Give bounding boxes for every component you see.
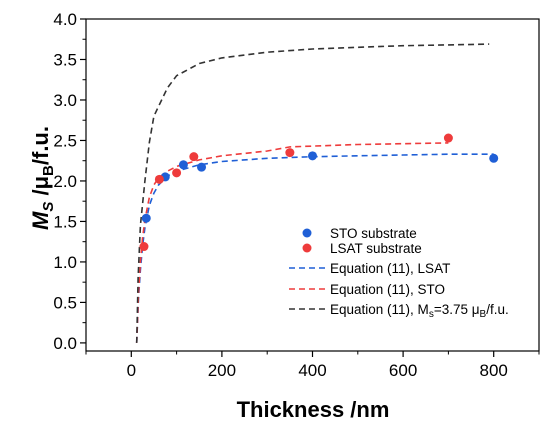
x-tick-label: 200 <box>208 361 236 380</box>
x-axis-title: Thickness /nm <box>237 397 390 422</box>
y-tick-label: 4.0 <box>53 10 77 29</box>
series-lines <box>135 43 494 343</box>
y-axis-title-sub1: S <box>40 202 57 212</box>
ticks: 0 200 400 600 800 0.0 0.5 1.0 1.5 2.0 2.5 3.0 3.5 4.0 <box>53 10 540 380</box>
x-tick-label: 0 <box>127 361 136 380</box>
series-point-0 <box>197 162 207 172</box>
series-point-0 <box>489 153 499 163</box>
legend-marker-sto <box>302 228 312 238</box>
series-line-4 <box>135 43 490 343</box>
x-tick-label: 600 <box>389 361 417 380</box>
x-tick-label: 400 <box>298 361 326 380</box>
legend: STO substrate LSAT substrate Equation (1… <box>289 226 509 320</box>
series-point-0 <box>178 160 188 170</box>
legend-label-lsat: LSAT substrate <box>330 241 422 256</box>
y-axis-title-main: M <box>28 211 53 230</box>
y-tick-label: 2.5 <box>53 131 77 150</box>
y-tick-label: 1.0 <box>53 253 77 272</box>
y-tick-label: 1.5 <box>53 212 77 231</box>
legend-label-eq-ms: Equation (11), Ms=3.75 μB/f.u. <box>330 302 509 320</box>
legend-label-sto: STO substrate <box>330 226 417 241</box>
series-point-0 <box>308 151 317 161</box>
series-point-1 <box>443 133 453 143</box>
series-point-1 <box>189 152 199 162</box>
legend-label-eq-lsat: Equation (11), LSAT <box>330 261 450 276</box>
y-tick-label: 3.5 <box>53 50 77 69</box>
y-axis-title-sub2: B <box>40 165 57 176</box>
series-point-0 <box>141 213 151 223</box>
y-tick-label: 2.0 <box>53 172 77 191</box>
series-point-1 <box>285 148 295 158</box>
y-axis-title-tail: /f.u. <box>28 126 53 165</box>
y-tick-label: 0.0 <box>53 334 77 353</box>
series-line-3 <box>135 142 449 343</box>
y-axis-title-mid: /μ <box>28 176 53 202</box>
legend-label-eq-sto: Equation (11), STO <box>330 282 445 297</box>
y-tick-label: 3.0 <box>53 91 77 110</box>
series-points <box>139 133 499 252</box>
series-point-1 <box>154 174 164 184</box>
series-point-1 <box>172 168 182 178</box>
x-tick-label: 800 <box>480 361 508 380</box>
y-tick-label: 0.5 <box>53 293 77 312</box>
legend-marker-lsat <box>302 243 312 253</box>
y-axis-title: MS /μB/f.u. <box>28 126 57 230</box>
series-point-1 <box>139 242 149 252</box>
